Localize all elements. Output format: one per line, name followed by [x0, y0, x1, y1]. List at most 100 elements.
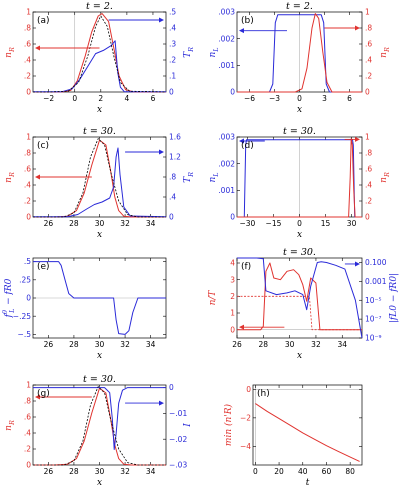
x-tick-label: 30	[285, 340, 295, 349]
y-right-tick-label: 10⁻⁵	[365, 296, 382, 305]
y-right-tick-label: 0	[365, 213, 370, 222]
y-right-tick-label: 0.001	[365, 277, 387, 286]
arrow-left-head-icon	[239, 324, 244, 330]
x-tick-label: 32	[311, 340, 321, 349]
series-line-red-dashed	[237, 295, 362, 331]
y-right-tick-label: .1	[169, 72, 176, 81]
x-axis-label: x	[97, 351, 102, 361]
y-right-tick-label: 0	[169, 383, 174, 392]
x-tick-label: 3	[322, 94, 327, 103]
y-axis-label-left: min (n'R)	[223, 403, 234, 446]
x-tick-label: 26	[232, 340, 242, 349]
y-axis-label-left: nR	[4, 171, 16, 183]
y-axis-label-right: |fL0 − fR0|	[389, 273, 399, 323]
panel-h: 0 20 40 60 80 0 −2 −4 (h) t min (n'R)	[223, 384, 363, 488]
y-tick-label: .4	[24, 56, 31, 65]
arrow-left-head-icon	[35, 45, 40, 51]
y-right-tick-label: .4	[365, 181, 372, 190]
series-line-blue	[237, 257, 363, 339]
y-right-tick-label: .8	[365, 24, 372, 33]
x-tick-label: 60	[322, 467, 332, 476]
y-right-tick-label: 0	[169, 88, 174, 97]
y-right-tick-label: 0.100	[365, 258, 387, 267]
y-tick-label: .5	[24, 257, 31, 266]
x-tick-label: 30	[95, 340, 105, 349]
y-right-tick-label: −.01	[169, 409, 187, 418]
series-line-black-dashed	[33, 386, 166, 466]
x-tick-label: 40	[298, 467, 308, 476]
arrow-left-head-icon	[239, 28, 244, 34]
y-right-tick-label: 0	[365, 88, 370, 97]
x-tick-label: −30	[240, 219, 256, 228]
arrow-left-head-icon	[35, 394, 40, 400]
arrow-right-head-icon	[355, 136, 360, 142]
y-tick-label: 0	[246, 385, 251, 394]
y-right-tick-label: 10⁻⁹	[365, 334, 382, 343]
y-tick-label: 0	[230, 213, 235, 222]
y-right-tick-label: .4	[169, 193, 176, 202]
y-tick-label: .002	[218, 34, 235, 43]
y-tick-label: .001	[218, 61, 235, 70]
y-tick-label: 0	[26, 461, 31, 470]
panel-label: (c)	[37, 141, 49, 151]
panel-label: (h)	[257, 389, 270, 399]
panel-title: t = 30.	[283, 126, 316, 137]
panel-a: −2 0 2 4 60.2.4.6.810.1.2.3.4.5(a)t = 2.xnR …	[4, 1, 195, 115]
y-tick-label: 1	[26, 381, 31, 390]
y-tick-label: 0	[230, 325, 235, 334]
series-line-blue	[237, 14, 362, 93]
y-tick-label: .2	[24, 445, 31, 454]
arrow-right-head-icon	[159, 400, 164, 406]
y-tick-label: −2	[240, 413, 251, 422]
x-tick-label: 28	[69, 467, 79, 476]
y-right-tick-label: 10⁻⁷	[365, 315, 382, 324]
y-tick-label: .6	[24, 165, 31, 174]
arrow-right-head-icon	[355, 25, 360, 31]
y-tick-label: −.5	[18, 330, 32, 339]
panel-title: t = 30.	[83, 126, 116, 137]
series-line-red	[237, 138, 362, 218]
y-tick-label: 0	[26, 294, 31, 303]
x-tick-label: 0	[253, 467, 258, 476]
y-right-tick-label: 1.6	[169, 133, 181, 142]
series-line-blue	[33, 387, 166, 450]
y-axis-label-left: nR	[4, 46, 16, 58]
y-right-tick-label: .8	[365, 149, 372, 158]
y-tick-label: 1	[26, 133, 31, 142]
y-tick-label: −4	[240, 442, 251, 451]
panel-label: (g)	[37, 389, 50, 399]
y-axis-label-right: I	[183, 423, 193, 428]
x-tick-label: −2	[43, 94, 54, 103]
panel-b: −6 −3 0 3 6 0 .001 .002 .003 0 .2 .4 .6 .8 1 (b) t = 2. x…	[208, 1, 391, 115]
y-tick-label: 1	[230, 309, 235, 318]
arrow-left-head-icon	[239, 138, 244, 144]
x-axis-label: t	[306, 478, 310, 488]
x-axis-label: x	[97, 478, 102, 488]
y-axis-label-right: nR	[379, 171, 391, 183]
y-tick-label: .003	[218, 133, 235, 142]
x-tick-label: 0	[72, 94, 77, 103]
y-axis-label-right: TR	[183, 46, 195, 58]
y-tick-label: −.25	[13, 312, 31, 321]
series-line-red	[237, 262, 362, 331]
y-right-tick-label: 0	[169, 213, 174, 222]
y-tick-label: .25	[19, 275, 31, 284]
x-tick-label: 0	[297, 219, 302, 228]
y-right-tick-label: 1.2	[169, 153, 181, 162]
series-line-red	[255, 403, 360, 462]
x-tick-label: 2	[98, 94, 103, 103]
y-axis-label-left: nL	[208, 171, 220, 182]
y-tick-label: .2	[24, 72, 31, 81]
x-tick-label: 32	[120, 340, 130, 349]
series-line-blue	[33, 40, 167, 93]
y-right-tick-label: .2	[365, 72, 372, 81]
x-axis-label: x	[297, 230, 302, 240]
panel-label: (e)	[37, 262, 50, 272]
y-tick-label: .4	[24, 181, 31, 190]
panel-title: t = 30.	[83, 374, 116, 385]
x-axis-label: x	[97, 230, 102, 240]
panel-g: 26 28 30 32 34 0 .2 .4 .6 .8 1 0 −.01 −.02 −.03 (g) t = …	[4, 374, 193, 488]
x-tick-label: 30	[95, 219, 105, 228]
x-tick-label: 6	[151, 94, 156, 103]
series-line-black-dashed	[33, 15, 167, 93]
